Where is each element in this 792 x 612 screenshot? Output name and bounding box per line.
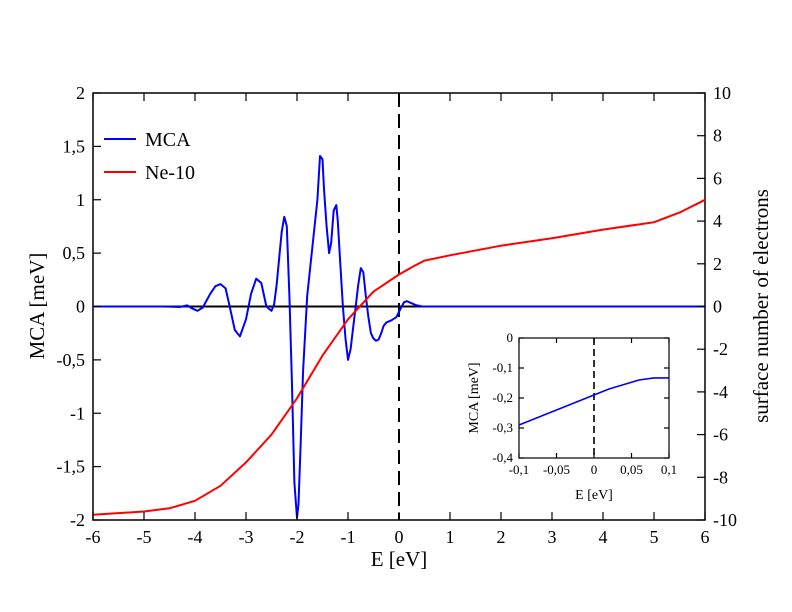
main-x-tick-label: 0: [395, 527, 404, 547]
legend-label-ne10: Ne-10: [145, 162, 195, 184]
main-x-tick-label: -5: [137, 527, 152, 547]
main-y-tick-label: 0,5: [63, 243, 86, 263]
inset-x-axis-title: E [eV]: [575, 488, 613, 503]
inset-x-tick-label: -0,1: [509, 462, 530, 477]
main-y2-tick-label: 10: [713, 83, 731, 103]
inset-y-tick-label: -0,2: [492, 390, 513, 405]
main-y-tick-label: 0: [76, 297, 85, 317]
main-y-tick-label: -2: [70, 510, 85, 530]
main-y2-tick-label: 0: [713, 297, 722, 317]
main-y2-tick-label: 2: [713, 254, 722, 274]
main-y2-tick-label: -2: [713, 339, 728, 359]
main-x-tick-label: -1: [341, 527, 356, 547]
inset-y-axis-title: MCA [meV]: [467, 362, 482, 433]
main-y-tick-label: -1,5: [57, 457, 86, 477]
inset-x-tick-label: 0,05: [620, 462, 643, 477]
y2-axis-title: surface number of electrons: [749, 189, 773, 423]
main-y2-tick-label: -4: [713, 382, 728, 402]
inset-y-tick-label: -0,4: [492, 450, 513, 465]
main-y-tick-label: -1: [70, 403, 85, 423]
inset-y-tick-label: -0,3: [492, 420, 513, 435]
main-y-tick-label: 2: [76, 83, 85, 103]
main-y2-tick-label: -8: [713, 467, 728, 487]
main-y2-tick-label: 6: [713, 168, 722, 188]
main-y2-tick-label: 8: [713, 126, 722, 146]
inset-x-tick-label: 0,1: [661, 462, 677, 477]
main-x-tick-label: 5: [650, 527, 659, 547]
main-x-tick-label: 2: [497, 527, 506, 547]
x-axis-title: E [eV]: [371, 547, 428, 571]
main-x-tick-label: -4: [188, 527, 203, 547]
main-y-tick-label: 1: [76, 190, 85, 210]
main-x-tick-label: 6: [701, 527, 710, 547]
inset-y-tick-label: -0,1: [492, 360, 513, 375]
main-series-ne-10: [92, 198, 706, 516]
legend: MCA Ne-10: [104, 129, 195, 184]
main-y2-tick-label: -6: [713, 425, 728, 445]
main-x-tick-label: 3: [548, 527, 557, 547]
legend-label-mca: MCA: [145, 129, 191, 151]
main-y-tick-label: -0,5: [57, 350, 86, 370]
main-y2-tick-label: -10: [713, 510, 737, 530]
inset-series-mca: [518, 377, 669, 426]
inset-y-tick-label: 0: [507, 330, 514, 345]
main-x-tick-label: -3: [239, 527, 254, 547]
main-x-tick-label: -2: [290, 527, 305, 547]
main-y-tick-label: 1,5: [63, 136, 86, 156]
main-y2-tick-label: 4: [713, 211, 722, 231]
inset-x-tick-label: 0: [591, 462, 598, 477]
inset-x-tick-label: -0,05: [543, 462, 570, 477]
main-x-tick-label: 1: [446, 527, 455, 547]
main-x-tick-label: -6: [86, 527, 101, 547]
y-axis-title: MCA [meV]: [25, 253, 49, 360]
main-x-tick-label: 4: [599, 527, 608, 547]
main-series-mca: [93, 155, 705, 519]
